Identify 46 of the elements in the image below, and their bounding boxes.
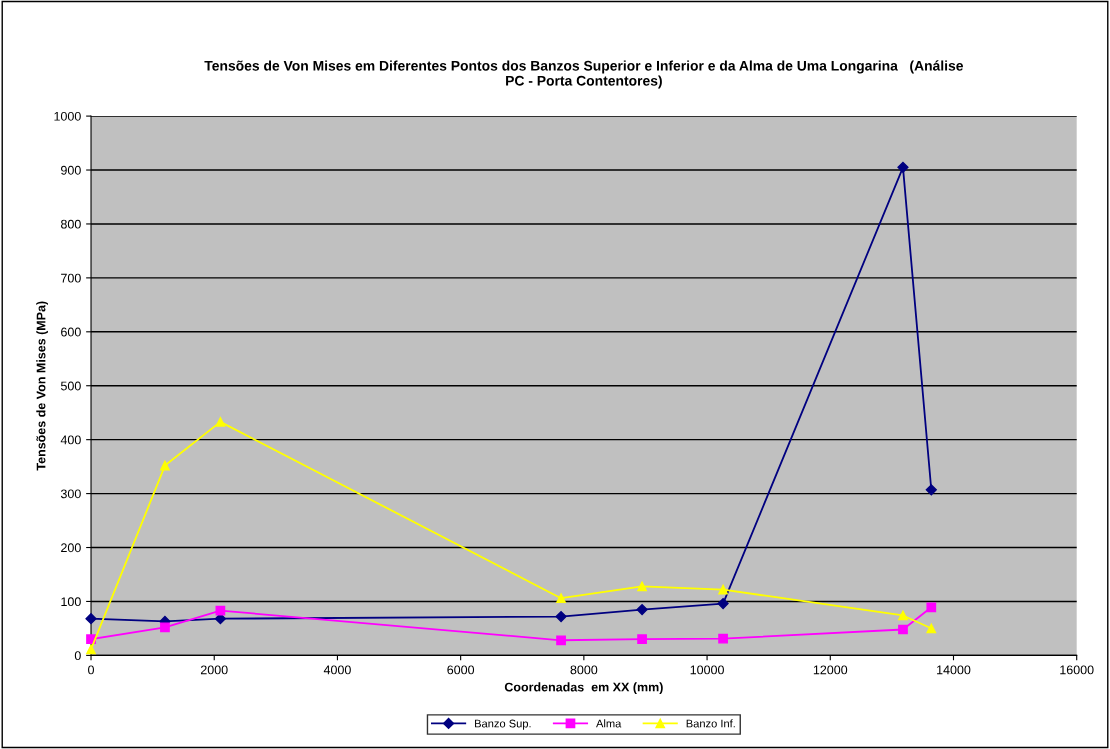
x-tick-label: 14000 <box>937 665 971 675</box>
x-tick-label: 2000 <box>200 665 228 675</box>
y-axis-title: Tensões de Von Mises (MPa) <box>36 301 48 471</box>
point <box>85 613 97 625</box>
x-tick-label: 4000 <box>323 665 351 675</box>
y-tick-label: 1000 <box>54 111 81 121</box>
legend-label: Banzo Inf. <box>686 719 735 728</box>
point <box>718 633 728 644</box>
x-tick-label: 8000 <box>570 665 598 675</box>
point <box>160 460 170 471</box>
legend-label: Alma <box>596 719 622 728</box>
x-tick-label: 16000 <box>1060 665 1094 675</box>
y-tick-label: 600 <box>61 327 81 337</box>
point <box>86 644 96 655</box>
y-tick-label: 700 <box>61 273 81 283</box>
point <box>636 603 648 616</box>
y-tick-label: 800 <box>60 219 81 229</box>
y-tick-label: 400 <box>60 435 81 445</box>
x-axis-title: Coordenadas em XX (mm) <box>504 682 663 694</box>
point <box>718 584 728 595</box>
point <box>555 610 567 623</box>
point <box>215 417 226 427</box>
point <box>898 610 908 621</box>
point <box>637 634 647 645</box>
point <box>926 602 937 613</box>
x-tick-label: 0 <box>88 665 95 675</box>
point <box>898 624 908 635</box>
legend-label: Banzo Sup. <box>475 719 531 730</box>
y-tick-label: 900 <box>61 165 81 175</box>
point <box>717 597 729 610</box>
point <box>926 623 937 634</box>
x-tick-label: 6000 <box>447 665 475 675</box>
x-tick-label: 10000 <box>690 665 724 675</box>
point <box>556 635 566 646</box>
point <box>160 622 170 633</box>
y-tick-label: 100 <box>61 597 81 607</box>
chart-title: Tensões de Von Mises em Diferentes Pontos dos Banzos Superior e Inferior e da Alma de Uma Longarina (Análise PC - Porta Contentores) <box>204 60 963 89</box>
y-tick-label: 500 <box>60 381 81 391</box>
x-tick-label: 12000 <box>813 665 848 675</box>
y-tick-label: 300 <box>60 489 81 499</box>
point <box>556 593 566 604</box>
y-tick-label: 0 <box>74 651 81 661</box>
point <box>925 484 937 496</box>
point <box>637 581 647 592</box>
y-tick-label: 200 <box>61 543 81 553</box>
point <box>897 161 909 173</box>
